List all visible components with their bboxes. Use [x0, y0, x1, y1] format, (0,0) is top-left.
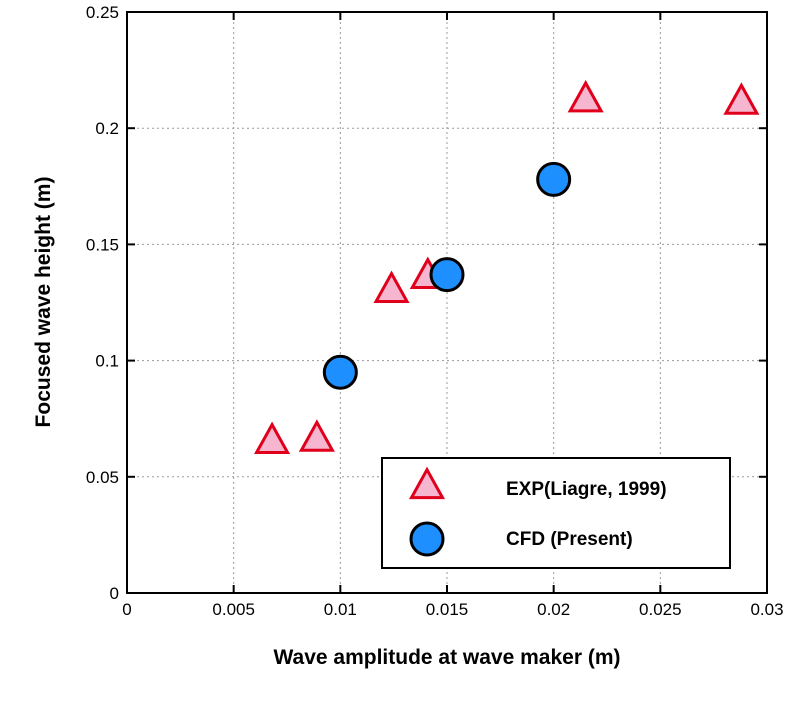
cfd-point — [536, 161, 572, 197]
cfd-point — [429, 257, 465, 293]
tick-labels: 0 0.005 0.01 0.015 0.02 0.025 0.03 0 0.05 0.1 0.15… — [86, 3, 784, 619]
legend-label-cfd: CFD (Present) — [506, 529, 633, 550]
legend-marker-exp — [408, 466, 446, 500]
cfd-point — [322, 354, 358, 390]
grid — [127, 12, 767, 593]
y-tick-label: 0.25 — [86, 3, 119, 22]
y-tick-label: 0 — [110, 584, 119, 603]
x-tick-label: 0.01 — [324, 600, 357, 619]
y-axis-title: Focused wave height (m) — [32, 177, 55, 428]
y-tick-label: 0.15 — [86, 235, 119, 254]
y-tick-label: 0.05 — [86, 468, 119, 487]
exp-point — [298, 419, 335, 452]
exp-point — [373, 270, 410, 303]
x-tick-label: 0.02 — [537, 600, 570, 619]
legend-marker-cfd — [409, 521, 445, 557]
x-tick-label: 0.03 — [750, 600, 783, 619]
y-tick-label: 0.1 — [95, 352, 119, 371]
axis-ticks — [126, 11, 768, 594]
x-tick-label: 0.025 — [639, 600, 682, 619]
legend-circle-marker — [409, 521, 445, 557]
x-tick-label: 0 — [122, 600, 131, 619]
legend-label-exp: EXP(Liagre, 1999) — [506, 479, 667, 500]
legend-triangle-marker — [408, 466, 446, 500]
x-tick-label: 0.015 — [426, 600, 469, 619]
data-marks — [254, 79, 760, 455]
legend: EXP(Liagre, 1999) CFD (Present) — [381, 457, 731, 569]
x-tick-label: 0.005 — [212, 600, 255, 619]
exp-point — [567, 79, 604, 113]
exp-point — [723, 82, 760, 115]
y-tick-label: 0.2 — [95, 119, 119, 138]
x-axis-title: Wave amplitude at wave maker (m) — [273, 646, 620, 669]
exp-point — [254, 421, 291, 455]
